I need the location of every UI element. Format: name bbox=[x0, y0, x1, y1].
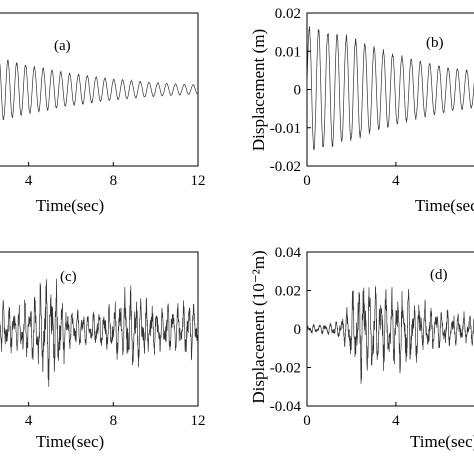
panel-a-xlabel: Time(sec) bbox=[36, 196, 104, 215]
panel-c-xticks: 4 8 12 bbox=[25, 402, 206, 429]
panel-b-ylabel: Displacement (m) bbox=[249, 29, 268, 151]
panel-d-series bbox=[306, 286, 474, 384]
panel-c-frame bbox=[0, 251, 199, 407]
panel-c-label: (c) bbox=[60, 269, 77, 285]
y-tick-label: 0 bbox=[294, 322, 302, 338]
panel-d-label: (d) bbox=[430, 267, 448, 283]
x-tick-label: 4 bbox=[392, 173, 400, 189]
x-tick-label: 0 bbox=[303, 173, 311, 189]
panel-a-label: (a) bbox=[54, 38, 71, 54]
y-tick-label: 0.01 bbox=[275, 44, 301, 60]
x-tick-label: 4 bbox=[25, 413, 33, 429]
panel-d-xlabel: Time(sec) bbox=[410, 432, 474, 451]
y-tick-label: 0.02 bbox=[275, 284, 301, 300]
panel-b-label: (b) bbox=[426, 35, 444, 51]
x-tick-label: 8 bbox=[110, 173, 118, 189]
panel-d-yticks: 0.04 0.02 0 -0.02 -0.04 bbox=[270, 245, 311, 415]
panel-d-ylabel: Displacement (10⁻²m) bbox=[249, 250, 268, 403]
panel-b-yticks: 0.02 0.01 0 -0.01 -0.02 bbox=[270, 6, 311, 175]
panel-b-xlabel: Time(sec bbox=[415, 196, 474, 215]
signal-line bbox=[0, 59, 199, 121]
x-tick-label: 12 bbox=[191, 173, 206, 189]
x-tick-label: 0 bbox=[303, 413, 311, 429]
y-tick-label: -0.02 bbox=[270, 361, 301, 377]
signal-line bbox=[306, 286, 474, 384]
panel-b-series bbox=[306, 26, 474, 151]
panel-a-series bbox=[0, 59, 199, 121]
x-tick-label: 8 bbox=[110, 413, 118, 429]
signal-line bbox=[306, 26, 474, 151]
y-tick-label: -0.01 bbox=[270, 121, 301, 137]
panel-c-xlabel: Time(sec) bbox=[36, 432, 104, 451]
panel-c-series bbox=[0, 278, 199, 387]
x-tick-label: 12 bbox=[191, 413, 206, 429]
panel-a-frame bbox=[0, 12, 199, 167]
y-tick-label: -0.04 bbox=[270, 399, 302, 415]
y-tick-label: -0.02 bbox=[270, 159, 301, 175]
signal-line bbox=[0, 278, 199, 387]
y-tick-label: 0 bbox=[294, 83, 302, 99]
x-tick-label: 4 bbox=[25, 173, 33, 189]
panel-a-xticks: 4 8 12 bbox=[25, 162, 206, 189]
panel-c: 4 8 12 (c) Time(sec) bbox=[0, 251, 206, 451]
x-tick-label: 4 bbox=[392, 413, 400, 429]
panel-a: 4 8 12 (a) Time(sec) bbox=[0, 12, 206, 215]
y-tick-label: 0.04 bbox=[275, 245, 302, 261]
y-tick-label: 0.02 bbox=[275, 6, 301, 22]
